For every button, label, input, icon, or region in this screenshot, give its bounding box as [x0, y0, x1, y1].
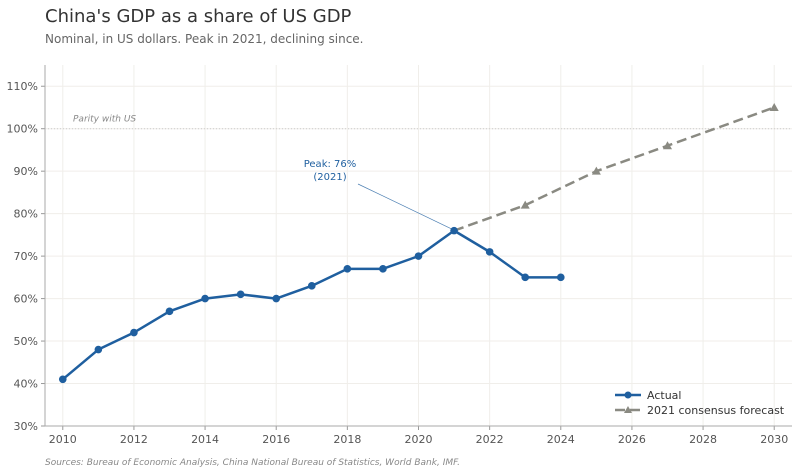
- y-tick-label: 80%: [14, 208, 38, 221]
- actual-point: [165, 307, 174, 316]
- y-tick-label: 40%: [14, 378, 38, 391]
- x-tick-label: 2016: [262, 433, 290, 446]
- actual-point: [521, 273, 530, 282]
- actual-point: [58, 375, 67, 384]
- actual-point: [272, 294, 281, 303]
- x-tick-label: 2014: [191, 433, 219, 446]
- x-tick-label: 2012: [120, 433, 148, 446]
- legend: Actual 2021 consensus forecast: [615, 389, 785, 417]
- x-tick-label: 2020: [405, 433, 433, 446]
- y-tick-label: 30%: [14, 420, 38, 433]
- x-tick-label: 2024: [547, 433, 575, 446]
- legend-marker-actual: [624, 391, 632, 399]
- chart-title: China's GDP as a share of US GDP: [45, 6, 352, 27]
- actual-point: [201, 294, 209, 303]
- forecast-point: [663, 141, 672, 150]
- x-tick-label: 2028: [689, 433, 717, 446]
- x-tick-label: 2010: [49, 433, 77, 446]
- y-tick-label: 110%: [7, 80, 38, 93]
- actual-point: [236, 290, 245, 299]
- axes: 2010 2012 2014 2016 2018 2020 2022 2024 2026 2028…: [7, 65, 792, 446]
- annotation-label: (2021): [313, 172, 346, 183]
- annotation-group: Peak: 76% (2021): [304, 159, 452, 229]
- x-tick-label: 2026: [618, 433, 646, 446]
- y-tick-label: 90%: [14, 165, 38, 178]
- actual-point: [485, 248, 494, 256]
- forecast-point: [591, 166, 601, 175]
- y-tick-label: 60%: [14, 293, 38, 306]
- chart-subtitle: Nominal, in US dollars. Peak in 2021, de…: [45, 32, 364, 46]
- source-note: Sources: Bureau of Economic Analysis, Ch…: [45, 458, 460, 468]
- forecast-point: [520, 200, 530, 209]
- actual-point: [307, 282, 316, 290]
- annotation-label: Peak: 76%: [304, 159, 357, 170]
- actual-point: [343, 265, 352, 273]
- actual-point: [379, 265, 387, 273]
- grid: [45, 65, 792, 427]
- annotation-arrow: [357, 183, 452, 229]
- y-tick-label: 50%: [14, 335, 38, 348]
- actual-point: [450, 226, 458, 235]
- reference-line-group: Parity with US: [45, 115, 792, 130]
- series-group: [58, 102, 779, 384]
- legend-label-actual: Actual: [647, 389, 681, 402]
- forecast-point: [769, 102, 779, 111]
- parity-label: Parity with US: [73, 115, 136, 125]
- actual-point: [94, 345, 103, 354]
- forecast-line: [453, 106, 775, 232]
- legend-label-forecast: 2021 consensus forecast: [647, 404, 785, 417]
- x-tick-label: 2030: [760, 433, 788, 446]
- x-tick-label: 2022: [476, 433, 504, 446]
- actual-point: [130, 328, 138, 337]
- actual-point: [556, 273, 565, 282]
- legend-marker-forecast: [624, 406, 632, 413]
- y-tick-label: 100%: [7, 123, 38, 136]
- actual-point: [414, 252, 423, 260]
- x-tick-label: 2018: [333, 433, 361, 446]
- y-tick-label: 70%: [14, 250, 38, 263]
